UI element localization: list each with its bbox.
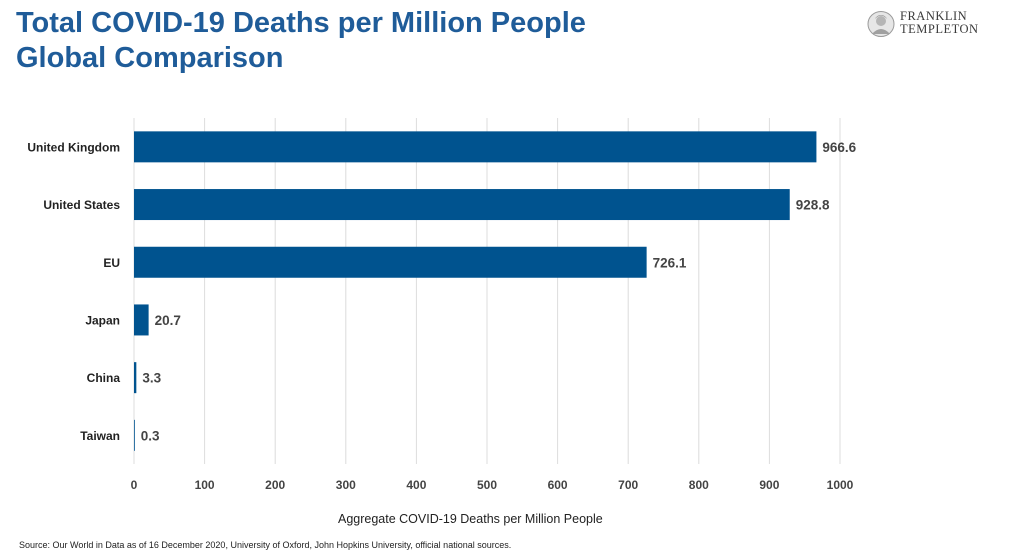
x-tick-label-600: 600 — [548, 478, 568, 492]
gridlines — [133, 118, 841, 464]
bar-japan — [134, 304, 149, 336]
source-note: Source: Our World in Data as of 16 Decem… — [19, 540, 512, 550]
logo-line-1: FRANKLIN — [900, 9, 968, 23]
x-axis-title-text: Aggregate COVID-19 Deaths per Million Pe… — [338, 512, 603, 526]
logo-wordmark: FRANKLIN TEMPLETON — [900, 10, 979, 36]
logo-line-2: TEMPLETON — [900, 22, 979, 36]
value-label-united-kingdom: 966.6 — [822, 140, 856, 155]
x-tick-label-500: 500 — [477, 478, 497, 492]
x-tick-label-100: 100 — [195, 478, 215, 492]
bar-united-states — [134, 189, 790, 221]
x-tick-label-700: 700 — [618, 478, 638, 492]
category-label-japan: Japan — [85, 313, 120, 327]
category-label-china: China — [87, 371, 121, 385]
value-label-eu: 726.1 — [653, 255, 687, 270]
chart-title: Total COVID-19 Deaths per Million People… — [16, 6, 586, 76]
bar-eu — [134, 246, 647, 278]
bar-chart: United Kingdom United States EU Japan China T… — [27, 118, 857, 492]
title-line-2: Global Comparison — [16, 42, 284, 74]
x-tick-label-0: 0 — [131, 478, 138, 492]
value-labels: 966.6 928.8 726.1 20.7 3.3 0.3 — [141, 140, 857, 444]
category-label-taiwan: Taiwan — [80, 429, 120, 443]
x-tick-label-900: 900 — [759, 478, 779, 492]
x-tick-labels: 0 100 200 300 400 500 600 700 800 900 1000 — [131, 478, 854, 492]
x-tick-label-1000: 1000 — [827, 478, 854, 492]
category-label-united-states: United States — [43, 198, 120, 212]
x-tick-label-400: 400 — [406, 478, 426, 492]
title-line-1: Total COVID-19 Deaths per Million People — [16, 7, 586, 39]
franklin-templeton-logo: FRANKLIN TEMPLETON — [866, 10, 996, 40]
value-label-japan: 20.7 — [155, 313, 181, 328]
bars — [134, 131, 817, 451]
portrait-icon — [867, 11, 895, 37]
x-tick-label-200: 200 — [265, 478, 285, 492]
value-label-taiwan: 0.3 — [141, 428, 160, 443]
bar-china — [134, 362, 137, 394]
category-labels: United Kingdom United States EU Japan China T… — [27, 140, 120, 443]
x-tick-label-300: 300 — [336, 478, 356, 492]
bar-united-kingdom — [134, 131, 817, 163]
category-label-united-kingdom: United Kingdom — [27, 140, 120, 154]
bar-taiwan — [134, 419, 135, 451]
category-label-eu: EU — [103, 256, 120, 270]
value-label-china: 3.3 — [142, 371, 161, 386]
value-label-united-states: 928.8 — [796, 198, 830, 213]
x-tick-label-800: 800 — [689, 478, 709, 492]
